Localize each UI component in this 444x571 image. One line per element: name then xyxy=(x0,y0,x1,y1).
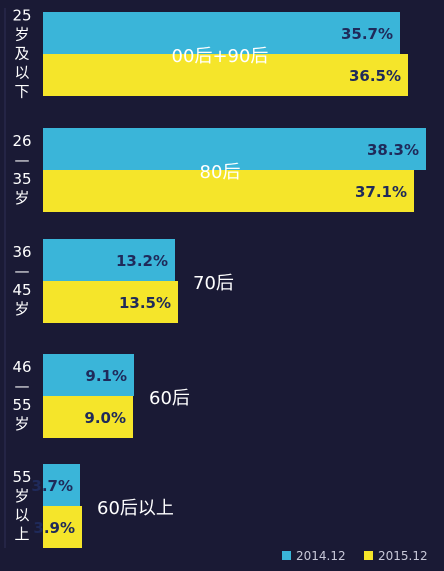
value-label: 37.1% xyxy=(355,183,407,201)
value-label: 9.1% xyxy=(85,367,127,385)
category-label: 55 xyxy=(12,468,31,486)
legend: 2014.12 2015.12 xyxy=(282,549,428,563)
category-label: 35 xyxy=(12,170,31,188)
category-label: 55 xyxy=(12,396,31,414)
category-label: 36 xyxy=(12,243,31,261)
category-label: — xyxy=(15,151,30,169)
category-label: 上 xyxy=(14,525,29,543)
legend-label: 2015.12 xyxy=(378,549,428,563)
value-label: 13.5% xyxy=(119,294,171,312)
generation-label: 80后 xyxy=(200,162,241,183)
legend-label: 2014.12 xyxy=(296,549,346,563)
bars xyxy=(43,12,426,548)
generation-label: 70后 xyxy=(193,273,234,294)
bar-2014-12 xyxy=(43,354,134,396)
value-label: 13.2% xyxy=(116,252,168,270)
category-label: 46 xyxy=(12,358,31,376)
bar-2015-12 xyxy=(43,54,408,96)
generation-label: 60后以上 xyxy=(97,498,174,519)
category-label: 以 xyxy=(14,64,29,82)
category-label: — xyxy=(15,377,30,395)
category-label: 25 xyxy=(12,7,31,25)
bar-2015-12 xyxy=(43,170,414,212)
value-label: 35.7% xyxy=(341,25,393,43)
value-label: 9.0% xyxy=(84,409,126,427)
bar-2015-12 xyxy=(43,396,133,438)
generation-label: 00后+90后 xyxy=(172,46,269,67)
bar-2015-12 xyxy=(43,506,82,548)
category-label: 岁 xyxy=(14,487,29,505)
generation-labels: 00后+90后 80后 70后 60后 60后以上 xyxy=(97,46,268,519)
bar-2014-12 xyxy=(43,12,400,54)
bar-2015-12 xyxy=(43,281,178,323)
bar-2014-12 xyxy=(43,239,175,281)
category-label: 岁 xyxy=(14,415,29,433)
category-label: 下 xyxy=(14,83,29,101)
bar-2014-12 xyxy=(43,464,80,506)
value-labels: 35.7% 36.5% 38.3% 37.1% 13.2% 13.5% 9.1% 9.0% 3.… xyxy=(31,25,419,537)
category-label: — xyxy=(15,262,30,280)
category-label: 及 xyxy=(14,45,29,63)
value-label: 36.5% xyxy=(349,67,401,85)
value-label: 3.7% xyxy=(31,477,73,495)
category-label: 45 xyxy=(12,281,31,299)
bar-2014-12 xyxy=(43,128,426,170)
legend-swatch xyxy=(282,551,291,560)
category-label: 岁 xyxy=(14,26,29,44)
value-label: 3.9% xyxy=(33,519,75,537)
category-label: 26 xyxy=(12,132,31,150)
value-label: 38.3% xyxy=(367,141,419,159)
category-label: 岁 xyxy=(14,189,29,207)
category-label: 岁 xyxy=(14,300,29,318)
category-label: 以 xyxy=(14,506,29,524)
legend-swatch xyxy=(364,551,373,560)
generation-label: 60后 xyxy=(149,388,190,409)
